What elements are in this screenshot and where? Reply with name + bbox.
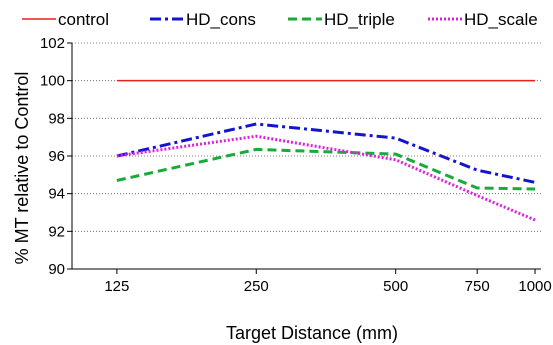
ticks: 90 92 94 96 98 100 102 125 250 500 750 1000 [40,35,552,295]
y-tick-label: 96 [48,148,65,165]
y-tick-label: 92 [48,223,65,240]
series-line-hd-scale [116,134,536,222]
y-tick-label: 102 [40,35,65,52]
x-tick-label: 1000 [518,278,551,295]
y-tick-label: 100 [40,73,65,90]
y-axis-label: % MT relative to Control [12,72,32,265]
y-tick-label: 90 [48,261,65,278]
legend: control HD_cons HD_triple HD_scale [22,10,538,29]
legend-label: HD_cons [186,10,256,29]
series-lines [116,79,536,222]
series-line-hd-triple [116,147,536,191]
gridlines [72,42,541,232]
x-tick-label: 125 [104,278,129,295]
y-tick-label: 98 [48,110,65,127]
legend-label: control [58,10,109,29]
x-axis-label: Target Distance (mm) [226,323,398,343]
legend-label: HD_scale [464,10,538,29]
legend-label: HD_triple [324,10,395,29]
x-tick-label: 750 [465,278,490,295]
y-tick-label: 94 [48,186,65,203]
x-tick-label: 500 [383,278,408,295]
x-tick-label: 250 [244,278,269,295]
series-line-hd-cons [116,122,536,184]
